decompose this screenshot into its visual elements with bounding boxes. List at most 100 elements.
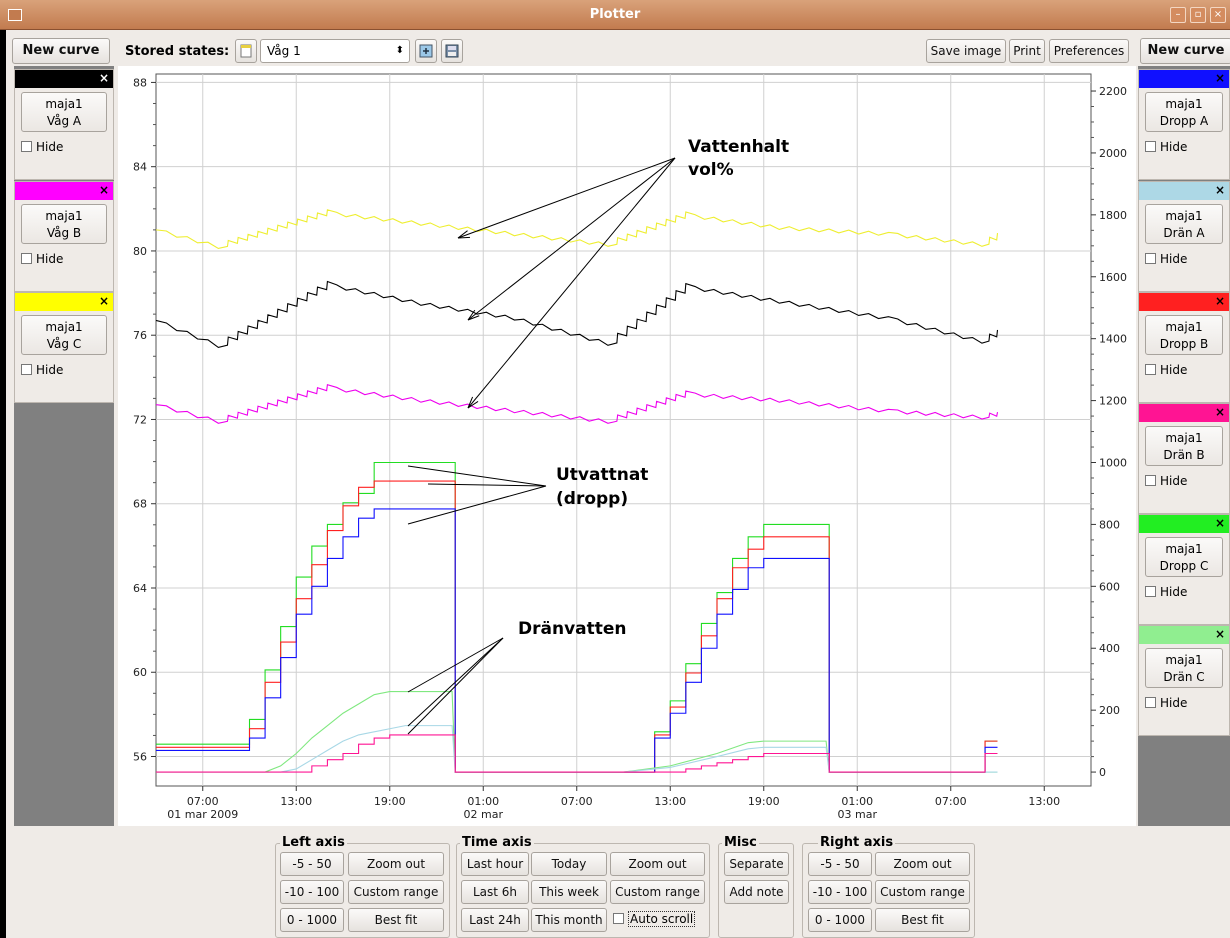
right-zoom-out-button[interactable]: Zoom out [875, 852, 970, 876]
hide-checkbox[interactable]: Hide [1145, 140, 1187, 154]
close-icon[interactable]: × [1214, 71, 1225, 85]
combo-spinner-icon: ⬍ [395, 45, 404, 56]
window-title: Plotter [589, 7, 641, 22]
curve-card: × maja1 Dropp A Hide [1138, 69, 1230, 180]
last-6h-button[interactable]: Last 6h [461, 880, 529, 904]
hide-label: Hide [1160, 252, 1188, 266]
last-hour-button[interactable]: Last hour [461, 852, 529, 876]
left-tick-label: 84 [133, 161, 147, 174]
preferences-button[interactable]: Preferences [1049, 39, 1129, 63]
close-icon[interactable]: × [1214, 294, 1225, 308]
curve-color-bar [1139, 70, 1229, 88]
close-window-icon[interactable]: × [1210, 7, 1226, 23]
separate-button[interactable]: Separate [724, 852, 789, 876]
minimize-icon[interactable]: – [1170, 7, 1186, 23]
curve-card: × maja1 Drän A Hide [1138, 181, 1230, 292]
left-range-10-100-button[interactable]: -10 - 100 [280, 880, 344, 904]
left-best-fit-button[interactable]: Best fit [348, 908, 444, 932]
close-icon[interactable]: × [1214, 516, 1225, 530]
load-state-icon[interactable] [415, 39, 437, 63]
left-zoom-out-button[interactable]: Zoom out [348, 852, 444, 876]
time-zoom-out-button[interactable]: Zoom out [610, 852, 705, 876]
hide-checkbox[interactable]: Hide [1145, 474, 1187, 488]
new-curve-left-button[interactable]: New curve [12, 38, 110, 64]
time-custom-range-button[interactable]: Custom range [610, 880, 705, 904]
close-icon[interactable]: × [1214, 627, 1225, 641]
hide-checkbox[interactable]: Hide [1145, 696, 1187, 710]
hide-label: Hide [36, 363, 64, 377]
left-range-0-1000-button[interactable]: 0 - 1000 [280, 908, 344, 932]
this-month-button[interactable]: This month [531, 908, 607, 932]
left-tick-label: 80 [133, 245, 147, 258]
right-tick-label: 1400 [1099, 333, 1127, 346]
hide-checkbox[interactable]: Hide [21, 363, 63, 377]
right-best-fit-button[interactable]: Best fit [875, 908, 970, 932]
series-line-drän-a [156, 725, 998, 773]
save-state-icon[interactable] [441, 39, 463, 63]
maximize-icon[interactable]: ▫ [1190, 7, 1206, 23]
left-tick-label: 72 [133, 413, 147, 426]
right-custom-range-button[interactable]: Custom range [875, 880, 970, 904]
close-icon[interactable]: × [98, 71, 109, 85]
curve-name-button[interactable]: maja1 Dropp A [1145, 92, 1223, 132]
checkbox-icon [1145, 475, 1156, 486]
curve-channel: Drän C [1163, 670, 1205, 684]
print-button[interactable]: Print [1009, 39, 1045, 63]
close-icon[interactable]: × [1214, 405, 1225, 419]
curve-name-button[interactable]: maja1 Våg C [21, 315, 107, 355]
new-curve-right-button[interactable]: New curve [1140, 38, 1230, 64]
hide-label: Hide [1160, 474, 1188, 488]
right-tick-label: 2000 [1099, 147, 1127, 160]
curve-name-button[interactable]: maja1 Drän C [1145, 648, 1223, 688]
hide-checkbox[interactable]: Hide [21, 252, 63, 266]
curve-name-button[interactable]: maja1 Dropp C [1145, 537, 1223, 577]
last-24h-button[interactable]: Last 24h [461, 908, 529, 932]
curve-channel: Våg C [46, 337, 82, 351]
right-range-10-100-button[interactable]: -10 - 100 [808, 880, 872, 904]
stored-states-combo[interactable]: Våg 1 ⬍ [260, 39, 410, 63]
left-range-5-50-button[interactable]: -5 - 50 [280, 852, 344, 876]
left-axis-title: Left axis [280, 835, 347, 850]
close-icon[interactable]: × [98, 183, 109, 197]
curve-card: × maja1 Drän B Hide [1138, 403, 1230, 514]
series-line-våg-b [155, 384, 999, 424]
curve-name-button[interactable]: maja1 Drän A [1145, 204, 1223, 244]
left-tick-label: 76 [133, 329, 147, 342]
checkbox-icon [21, 364, 32, 375]
window-menu-icon[interactable] [8, 9, 22, 21]
x-tick-date-label: 03 mar [838, 808, 878, 821]
right-tick-label: 1600 [1099, 271, 1127, 284]
annotation-pointer [407, 637, 504, 735]
right-range-5-50-button[interactable]: -5 - 50 [808, 852, 872, 876]
today-button[interactable]: Today [531, 852, 607, 876]
curve-name-button[interactable]: maja1 Våg A [21, 92, 107, 132]
curve-name-button[interactable]: maja1 Drän B [1145, 426, 1223, 466]
annotation-arrowhead [457, 230, 471, 239]
auto-scroll-label: Auto scroll [628, 911, 696, 927]
auto-scroll-checkbox[interactable]: Auto scroll [613, 911, 696, 927]
hide-checkbox[interactable]: Hide [1145, 363, 1187, 377]
add-note-button[interactable]: Add note [724, 880, 789, 904]
this-week-button[interactable]: This week [531, 880, 607, 904]
left-custom-range-button[interactable]: Custom range [348, 880, 444, 904]
save-image-button[interactable]: Save image [926, 39, 1006, 63]
hide-checkbox[interactable]: Hide [1145, 585, 1187, 599]
right-range-0-1000-button[interactable]: 0 - 1000 [808, 908, 872, 932]
annotation-label: vol% [688, 160, 734, 180]
new-state-icon[interactable] [235, 39, 257, 63]
curve-name-button[interactable]: maja1 Våg B [21, 204, 107, 244]
hide-label: Hide [36, 252, 64, 266]
curve-source: maja1 [1165, 97, 1203, 111]
curve-name-button[interactable]: maja1 Dropp B [1145, 315, 1223, 355]
checkbox-icon [21, 253, 32, 264]
hide-checkbox[interactable]: Hide [1145, 252, 1187, 266]
plot-area[interactable]: 07:00 01 mar 2009 13:00 19:00 01:00 02 mar 07:… [118, 66, 1136, 826]
series-line-våg-c [155, 209, 999, 250]
close-icon[interactable]: × [1214, 183, 1225, 197]
hide-checkbox[interactable]: Hide [21, 140, 63, 154]
annotation-label: Dränvatten [518, 619, 627, 639]
right-tick-label: 400 [1099, 642, 1120, 655]
toolbar: New curve Stored states: Våg 1 ⬍ Save ima… [0, 36, 1230, 66]
close-icon[interactable]: × [98, 294, 109, 308]
